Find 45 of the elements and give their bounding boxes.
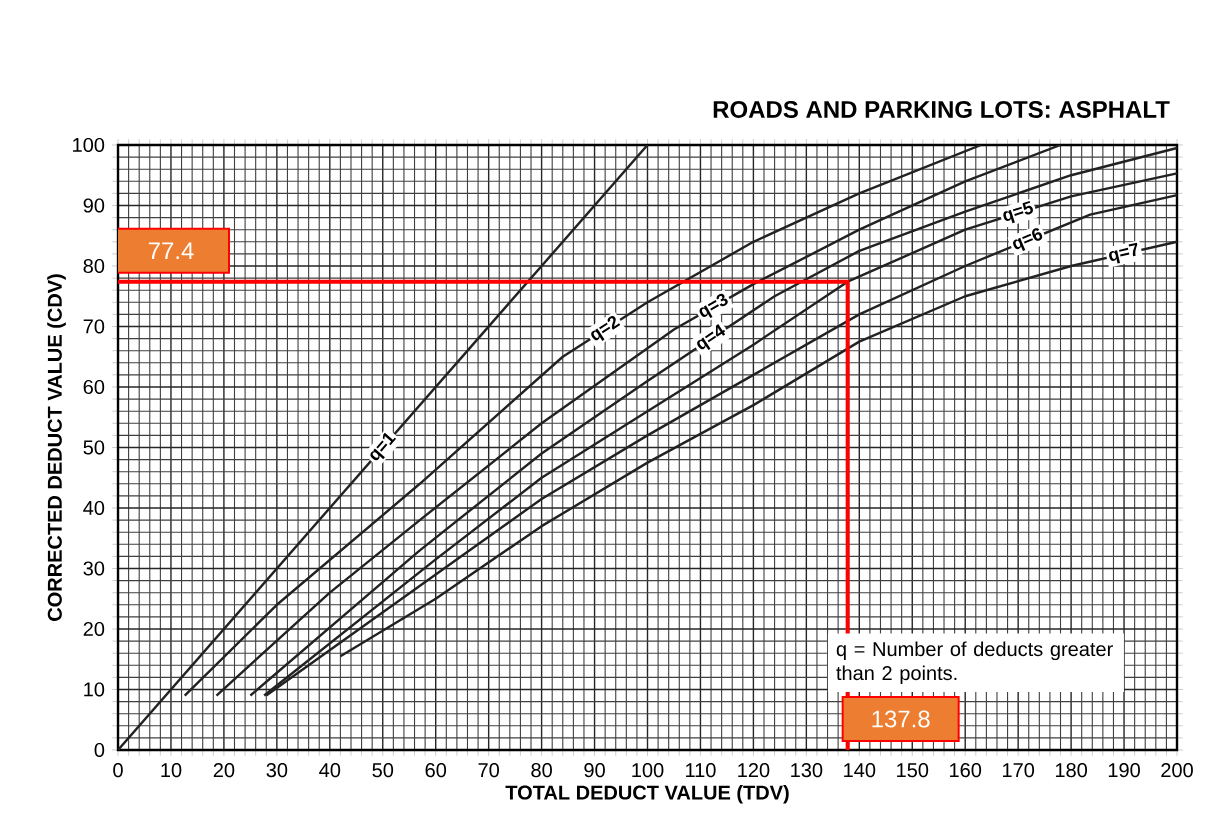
annotation: q = Number of deducts greater than 2 points. bbox=[836, 641, 1113, 685]
text: q=4 bbox=[697, 324, 726, 350]
y-tick-label: 0 bbox=[94, 742, 105, 758]
x-tick-label: 70 bbox=[478, 763, 500, 778]
text: q=3 bbox=[699, 293, 728, 319]
text: q=2 bbox=[591, 315, 621, 341]
x-tick-label: 60 bbox=[425, 763, 447, 778]
text: q=5 bbox=[1003, 200, 1034, 224]
x-tick-label: 100 bbox=[632, 763, 664, 778]
y-tick-label: 70 bbox=[83, 319, 105, 334]
annotation: 77.4 bbox=[148, 242, 194, 259]
x-tick-label: 190 bbox=[1108, 763, 1140, 778]
y-tick-label: 100 bbox=[73, 137, 105, 153]
y-tick-label: 30 bbox=[83, 561, 105, 576]
x-tick-label: 10 bbox=[161, 763, 182, 778]
x-tick-label: 0 bbox=[113, 763, 123, 778]
x-tick-label: 200 bbox=[1161, 763, 1193, 778]
y-tick-label: 20 bbox=[83, 621, 105, 637]
x-tick-label: 20 bbox=[213, 763, 235, 778]
y-tick-label: 80 bbox=[83, 258, 105, 274]
y-axis-title: CORRECTED DEDUCT VALUE (CDV) bbox=[47, 274, 66, 621]
x-tick-label: 30 bbox=[266, 763, 288, 778]
annotation: 137.8 bbox=[872, 710, 930, 728]
x-tick-label: 90 bbox=[584, 763, 605, 778]
chart-title: ROADS AND PARKING LOTS: ASPHALT bbox=[713, 100, 1170, 118]
x-tick-label: 160 bbox=[950, 763, 982, 778]
x-tick-label: 50 bbox=[372, 763, 394, 778]
y-tick-label: 60 bbox=[83, 379, 105, 395]
y-tick-label: 40 bbox=[83, 500, 105, 516]
x-tick-label: 40 bbox=[319, 763, 341, 778]
text: q=7 bbox=[1109, 242, 1138, 264]
x-tick-label: 150 bbox=[897, 763, 929, 778]
x-tick-label: 180 bbox=[1055, 763, 1088, 778]
x-tick-label: 110 bbox=[686, 763, 716, 778]
y-tick-label: 50 bbox=[83, 440, 105, 455]
text: q=6 bbox=[1013, 228, 1043, 252]
x-tick-label: 140 bbox=[844, 763, 876, 778]
x-tick-label: 130 bbox=[791, 763, 823, 778]
x-tick-label: 170 bbox=[1003, 763, 1035, 778]
x-tick-label: 120 bbox=[738, 763, 770, 778]
text: q=1 bbox=[370, 432, 397, 461]
y-tick-label: 10 bbox=[84, 682, 105, 697]
x-axis-title: TOTAL DEDUCT VALUE (TDV) bbox=[505, 784, 789, 804]
x-tick-label: 80 bbox=[531, 763, 552, 778]
y-tick-label: 90 bbox=[83, 198, 105, 213]
